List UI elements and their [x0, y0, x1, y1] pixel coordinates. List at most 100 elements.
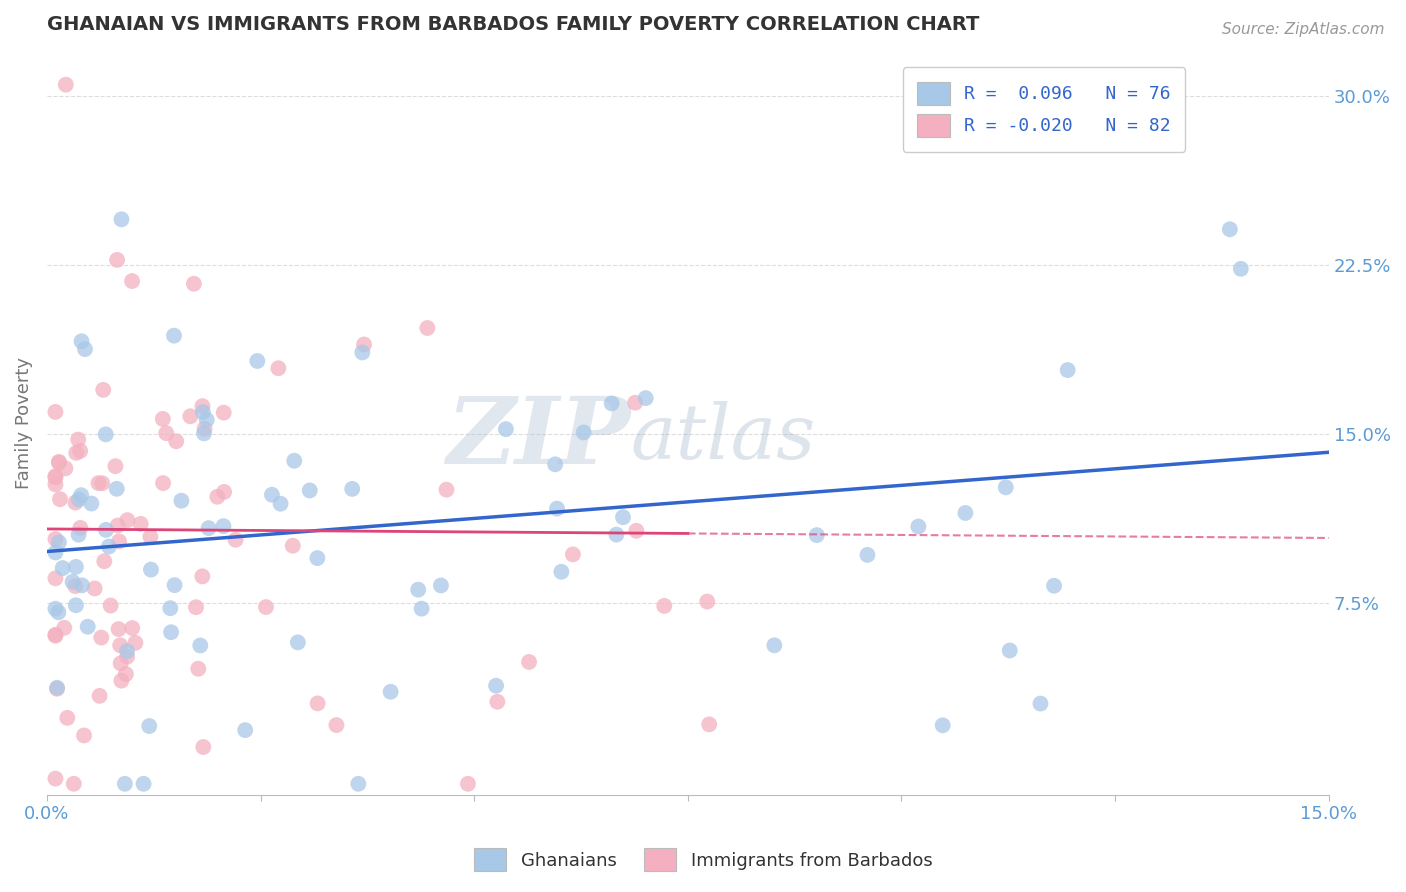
Point [44, 477, 66, 491]
Point [184, 600, 207, 615]
Point [76, 620, 98, 634]
Point [325, 718, 347, 732]
Point [65, 446, 87, 460]
Point [600, 396, 623, 410]
Point [89, 689, 111, 703]
Point [353, 337, 375, 351]
Point [254, 600, 277, 615]
Point [117, 513, 139, 527]
Point [139, 563, 162, 577]
Point [55, 461, 77, 475]
Point [624, 395, 647, 409]
Point [163, 328, 186, 343]
Point [67, 527, 90, 541]
Point [696, 594, 718, 608]
Point [194, 422, 217, 436]
Point [193, 739, 215, 754]
Point [212, 484, 235, 499]
Point [260, 488, 283, 502]
Text: atlas: atlas [630, 401, 815, 475]
Point [550, 565, 572, 579]
Point [55, 78, 77, 92]
Point [856, 548, 879, 562]
Point [457, 777, 479, 791]
Point [160, 625, 183, 640]
Point [107, 622, 129, 636]
Text: GHANAIAN VS IMMIGRANTS FROM BARBADOS FAMILY POVERTY CORRELATION CHART: GHANAIAN VS IMMIGRANTS FROM BARBADOS FAM… [46, 15, 979, 34]
Point [281, 539, 304, 553]
Point [191, 399, 214, 413]
Point [44, 772, 66, 786]
Point [152, 412, 174, 426]
Point [90, 631, 112, 645]
Point [70, 488, 93, 502]
Point [485, 679, 508, 693]
Point [138, 719, 160, 733]
Point [267, 361, 290, 376]
Point [246, 354, 269, 368]
Point [1230, 261, 1253, 276]
Point [115, 667, 138, 681]
Point [152, 476, 174, 491]
Point [94, 523, 117, 537]
Point [110, 657, 132, 671]
Point [955, 506, 977, 520]
Point [80, 496, 103, 510]
Point [108, 534, 131, 549]
Point [207, 490, 229, 504]
Point [44, 469, 66, 483]
Point [115, 649, 138, 664]
Point [1043, 579, 1066, 593]
Point [73, 728, 96, 742]
Point [91, 476, 114, 491]
Point [193, 426, 215, 441]
Point [197, 521, 219, 535]
Point [183, 277, 205, 291]
Point [998, 643, 1021, 657]
Point [108, 638, 131, 652]
Point [406, 582, 429, 597]
Point [416, 321, 439, 335]
Point [70, 578, 93, 592]
Point [62, 574, 84, 589]
Point [52, 561, 75, 575]
Point [1219, 222, 1241, 236]
Point [546, 501, 568, 516]
Point [195, 413, 218, 427]
Point [139, 530, 162, 544]
Point [44, 545, 66, 559]
Point [155, 426, 177, 441]
Point [170, 493, 193, 508]
Point [105, 482, 128, 496]
Point [62, 777, 84, 791]
Point [159, 601, 181, 615]
Point [907, 519, 929, 533]
Point [517, 655, 540, 669]
Legend: Ghanaians, Immigrants from Barbados: Ghanaians, Immigrants from Barbados [467, 841, 939, 879]
Point [287, 635, 309, 649]
Point [110, 212, 132, 227]
Point [212, 406, 235, 420]
Point [544, 458, 567, 472]
Point [48, 535, 70, 549]
Point [931, 718, 953, 732]
Point [91, 383, 114, 397]
Point [94, 427, 117, 442]
Point [270, 497, 292, 511]
Point [132, 777, 155, 791]
Point [44, 532, 66, 546]
Point [652, 599, 675, 613]
Point [69, 521, 91, 535]
Point [105, 252, 128, 267]
Point [49, 492, 72, 507]
Point [626, 524, 648, 538]
Point [65, 599, 87, 613]
Point [187, 662, 209, 676]
Point [436, 483, 458, 497]
Point [121, 621, 143, 635]
Point [1029, 697, 1052, 711]
Point [114, 777, 136, 791]
Point [612, 510, 634, 524]
Point [46, 681, 69, 696]
Point [225, 533, 247, 547]
